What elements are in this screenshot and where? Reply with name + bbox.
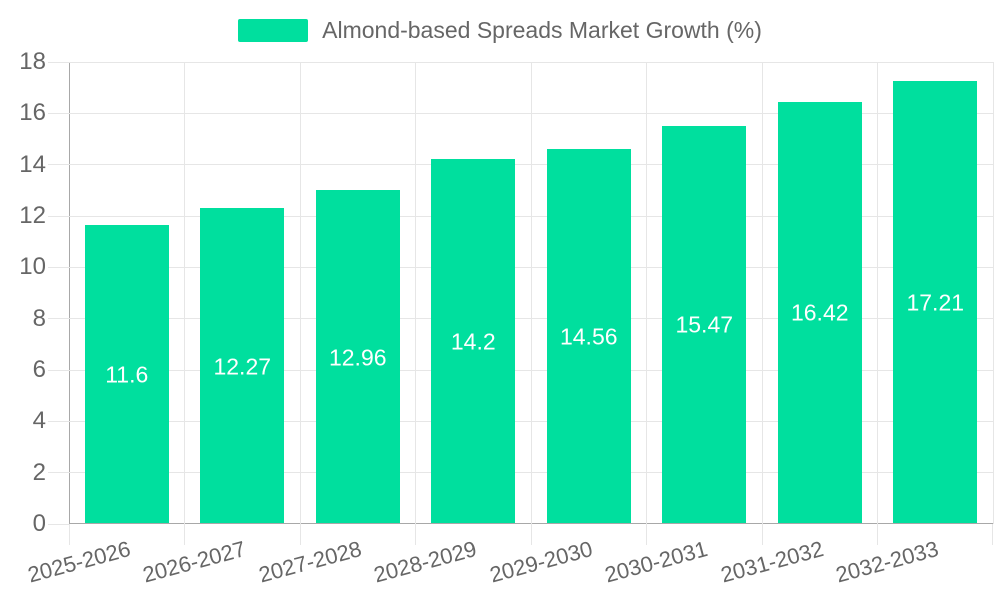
x-tick-label: 2032-2033 — [833, 536, 942, 588]
y-tick-label: 8 — [32, 304, 46, 332]
y-axis-tick — [48, 112, 69, 114]
y-tick-label: 10 — [19, 253, 46, 281]
gridline-vertical — [646, 62, 647, 524]
x-tick-label: 2027-2028 — [255, 536, 364, 588]
bar[interactable] — [546, 149, 631, 523]
y-tick-label: 16 — [19, 99, 46, 127]
x-axis-tick — [530, 524, 532, 545]
x-tick-label: 2031-2032 — [717, 536, 826, 588]
y-tick-label: 2 — [32, 458, 46, 486]
bar[interactable] — [662, 125, 747, 523]
y-axis-tick — [48, 318, 69, 320]
bar-value-label: 11.6 — [105, 361, 149, 388]
bar[interactable] — [777, 101, 862, 523]
y-axis-tick — [48, 266, 69, 268]
gridline-vertical — [992, 62, 994, 524]
bar[interactable] — [431, 158, 516, 523]
x-tick-label: 2030-2031 — [602, 536, 711, 588]
legend-swatch — [238, 18, 309, 42]
gridline-vertical — [761, 62, 763, 524]
bar-value-label: 14.56 — [559, 323, 618, 350]
y-axis-tick — [48, 523, 69, 525]
plot-area: 11.6 12.27 12.96 14.2 14.56 15.47 16.42 17.21 — [48, 61, 994, 545]
gridline-vertical — [184, 62, 185, 524]
y-tick-label: 14 — [19, 150, 46, 178]
x-axis-tick — [646, 524, 647, 545]
bar[interactable] — [893, 81, 978, 523]
y-axis-tick — [48, 369, 69, 371]
y-tick-label: 0 — [32, 510, 46, 537]
bar-value-label: 15.47 — [675, 311, 734, 338]
x-tick-label: 2028-2029 — [371, 536, 480, 588]
bar[interactable] — [200, 208, 285, 523]
y-axis-line — [69, 62, 70, 524]
x-axis-tick — [415, 524, 416, 545]
gridline-vertical — [877, 62, 878, 524]
bar-value-label: 16.42 — [790, 299, 849, 326]
x-axis-tick — [761, 524, 763, 545]
bar[interactable] — [84, 225, 169, 523]
x-axis-tick — [877, 524, 878, 545]
y-axis-tick — [48, 61, 69, 63]
x-tick-label: 2025-2026 — [24, 536, 133, 588]
bar-value-label: 12.96 — [328, 344, 387, 371]
y-axis-tick — [48, 420, 69, 422]
gridline-vertical — [530, 62, 532, 524]
gridline-vertical — [299, 62, 301, 524]
x-axis-tick — [68, 524, 70, 545]
x-tick-label: 2029-2030 — [486, 536, 595, 588]
x-tick-label: 2026-2027 — [140, 536, 249, 588]
y-tick-label: 4 — [32, 407, 46, 435]
y-tick-label: 6 — [32, 356, 46, 383]
bar-value-label: 17.21 — [906, 289, 965, 316]
bar[interactable] — [315, 190, 400, 523]
bar-value-label: 14.2 — [450, 328, 496, 355]
gridline-vertical — [415, 62, 416, 524]
bar-value-label: 12.27 — [213, 353, 272, 380]
y-axis-tick — [48, 164, 69, 166]
y-tick-label: 12 — [19, 202, 46, 229]
x-axis-tick — [991, 524, 993, 545]
legend-label: Almond-based Spreads Market Growth (%) — [322, 16, 762, 43]
x-axis-tick — [184, 524, 185, 545]
x-axis-tick — [299, 524, 301, 545]
legend[interactable]: Almond-based Spreads Market Growth (%) — [0, 14, 1000, 46]
y-axis-tick — [48, 472, 69, 474]
y-axis-tick — [48, 215, 69, 217]
y-tick-label: 18 — [19, 48, 46, 75]
